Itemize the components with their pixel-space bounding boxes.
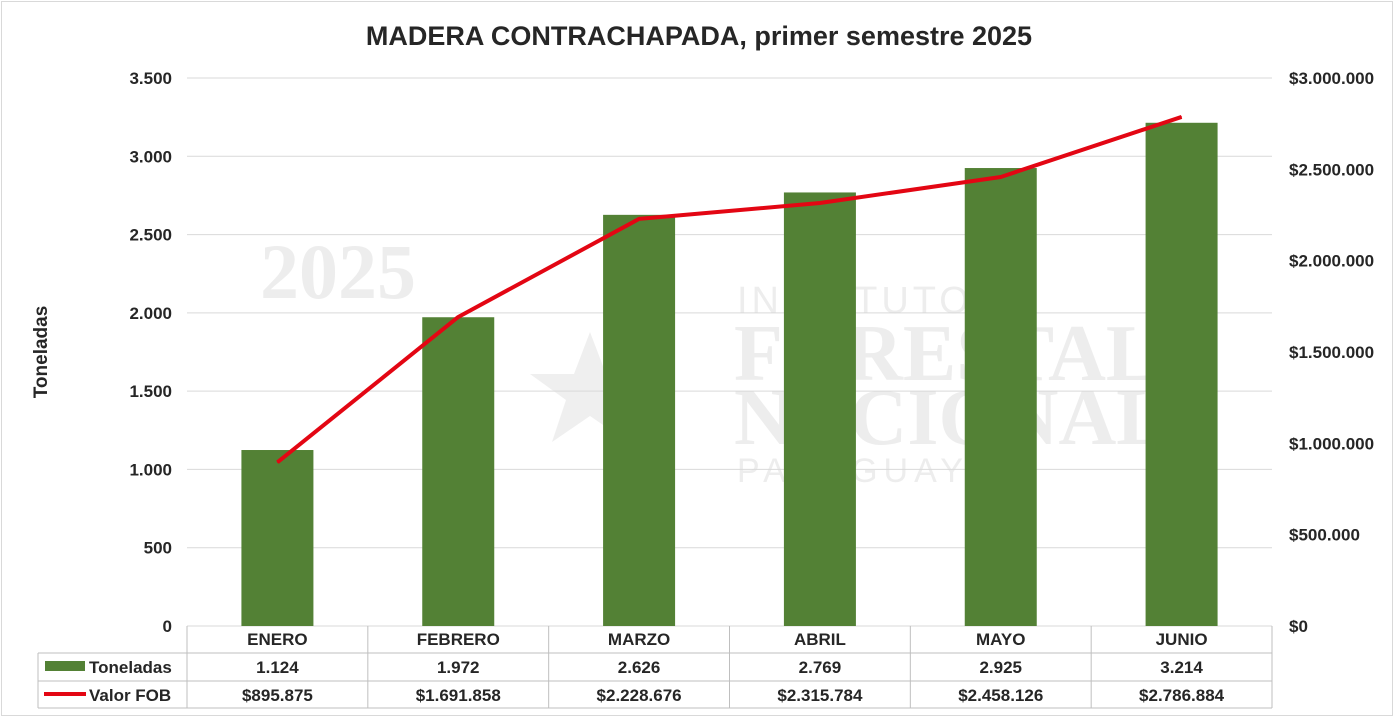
category-label: MAYO — [976, 630, 1025, 649]
right-tick-label: $500.000 — [1289, 526, 1360, 545]
left-tick-label: 1.500 — [129, 382, 172, 401]
gridlines — [187, 77, 1272, 627]
right-tick-label: $1.500.000 — [1289, 343, 1374, 362]
line-point — [638, 218, 640, 220]
right-tick-label: $3.000.000 — [1289, 69, 1374, 88]
bar-series — [241, 122, 1218, 627]
y-axis-label: Toneladas — [31, 306, 52, 399]
line-point — [819, 202, 821, 204]
left-tick-label: 3.000 — [129, 147, 172, 166]
toneladas-value: 2.769 — [799, 658, 842, 677]
category-label: JUNIO — [1156, 630, 1208, 649]
valor-fob-value: $2.786.884 — [1139, 686, 1225, 705]
valor-fob-value: $2.315.784 — [777, 686, 863, 705]
left-tick-label: 3.500 — [129, 69, 172, 88]
left-tick-label: 1.000 — [129, 460, 172, 479]
right-tick-label: $1.000.000 — [1289, 434, 1374, 453]
watermark-star-icon — [530, 332, 650, 442]
valor-fob-value: $2.458.126 — [958, 686, 1043, 705]
line-point — [1000, 176, 1002, 178]
left-tick-label: 0 — [163, 617, 172, 636]
data-table: ENERO 1.124 $895.875 FEBRERO 1.972 $1.691.858… — [37, 626, 1273, 709]
valor-fob-value: $2.228.676 — [597, 686, 682, 705]
legend-label-valor-fob: Valor FOB — [89, 686, 171, 705]
watermark-year: 2025 — [260, 228, 416, 315]
right-tick-label: $2.500.000 — [1289, 160, 1374, 179]
bar — [603, 214, 676, 626]
bar — [964, 168, 1037, 626]
toneladas-value: 2.626 — [618, 658, 661, 677]
left-tick-label: 2.000 — [129, 304, 172, 323]
line-point — [276, 461, 278, 463]
valor-fob-value: $1.691.858 — [416, 686, 501, 705]
line-series — [276, 115, 1183, 464]
category-label: ABRIL — [794, 630, 846, 649]
category-label: ENERO — [247, 630, 307, 649]
bar — [422, 317, 495, 626]
right-axis-ticks: $0 $500.000 $1.000.000 $1.500.000 $2.000.000… — [1289, 69, 1374, 636]
right-tick-label: $0 — [1289, 617, 1308, 636]
chart-title: MADERA CONTRACHAPADA, primer semestre 20… — [366, 21, 1032, 51]
valor-fob-line — [276, 115, 1183, 464]
legend-label-toneladas: Toneladas — [89, 658, 172, 677]
left-tick-label: 2.500 — [129, 226, 172, 245]
legend-key-toneladas — [45, 661, 85, 671]
bar — [241, 450, 314, 626]
bar — [783, 192, 856, 626]
toneladas-value: 1.124 — [256, 658, 299, 677]
toneladas-value: 1.972 — [437, 658, 480, 677]
right-tick-label: $2.000.000 — [1289, 252, 1374, 271]
left-tick-label: 500 — [144, 539, 172, 558]
category-label: FEBRERO — [417, 630, 500, 649]
line-point — [1181, 116, 1183, 118]
category-label: MARZO — [608, 630, 670, 649]
line-point — [457, 316, 459, 318]
bar — [1145, 122, 1218, 627]
left-axis-ticks: 0 500 1.000 1.500 2.000 2.500 3.000 3.500 — [129, 69, 172, 636]
valor-fob-value: $895.875 — [242, 686, 313, 705]
toneladas-value: 2.925 — [979, 658, 1022, 677]
toneladas-value: 3.214 — [1160, 658, 1203, 677]
